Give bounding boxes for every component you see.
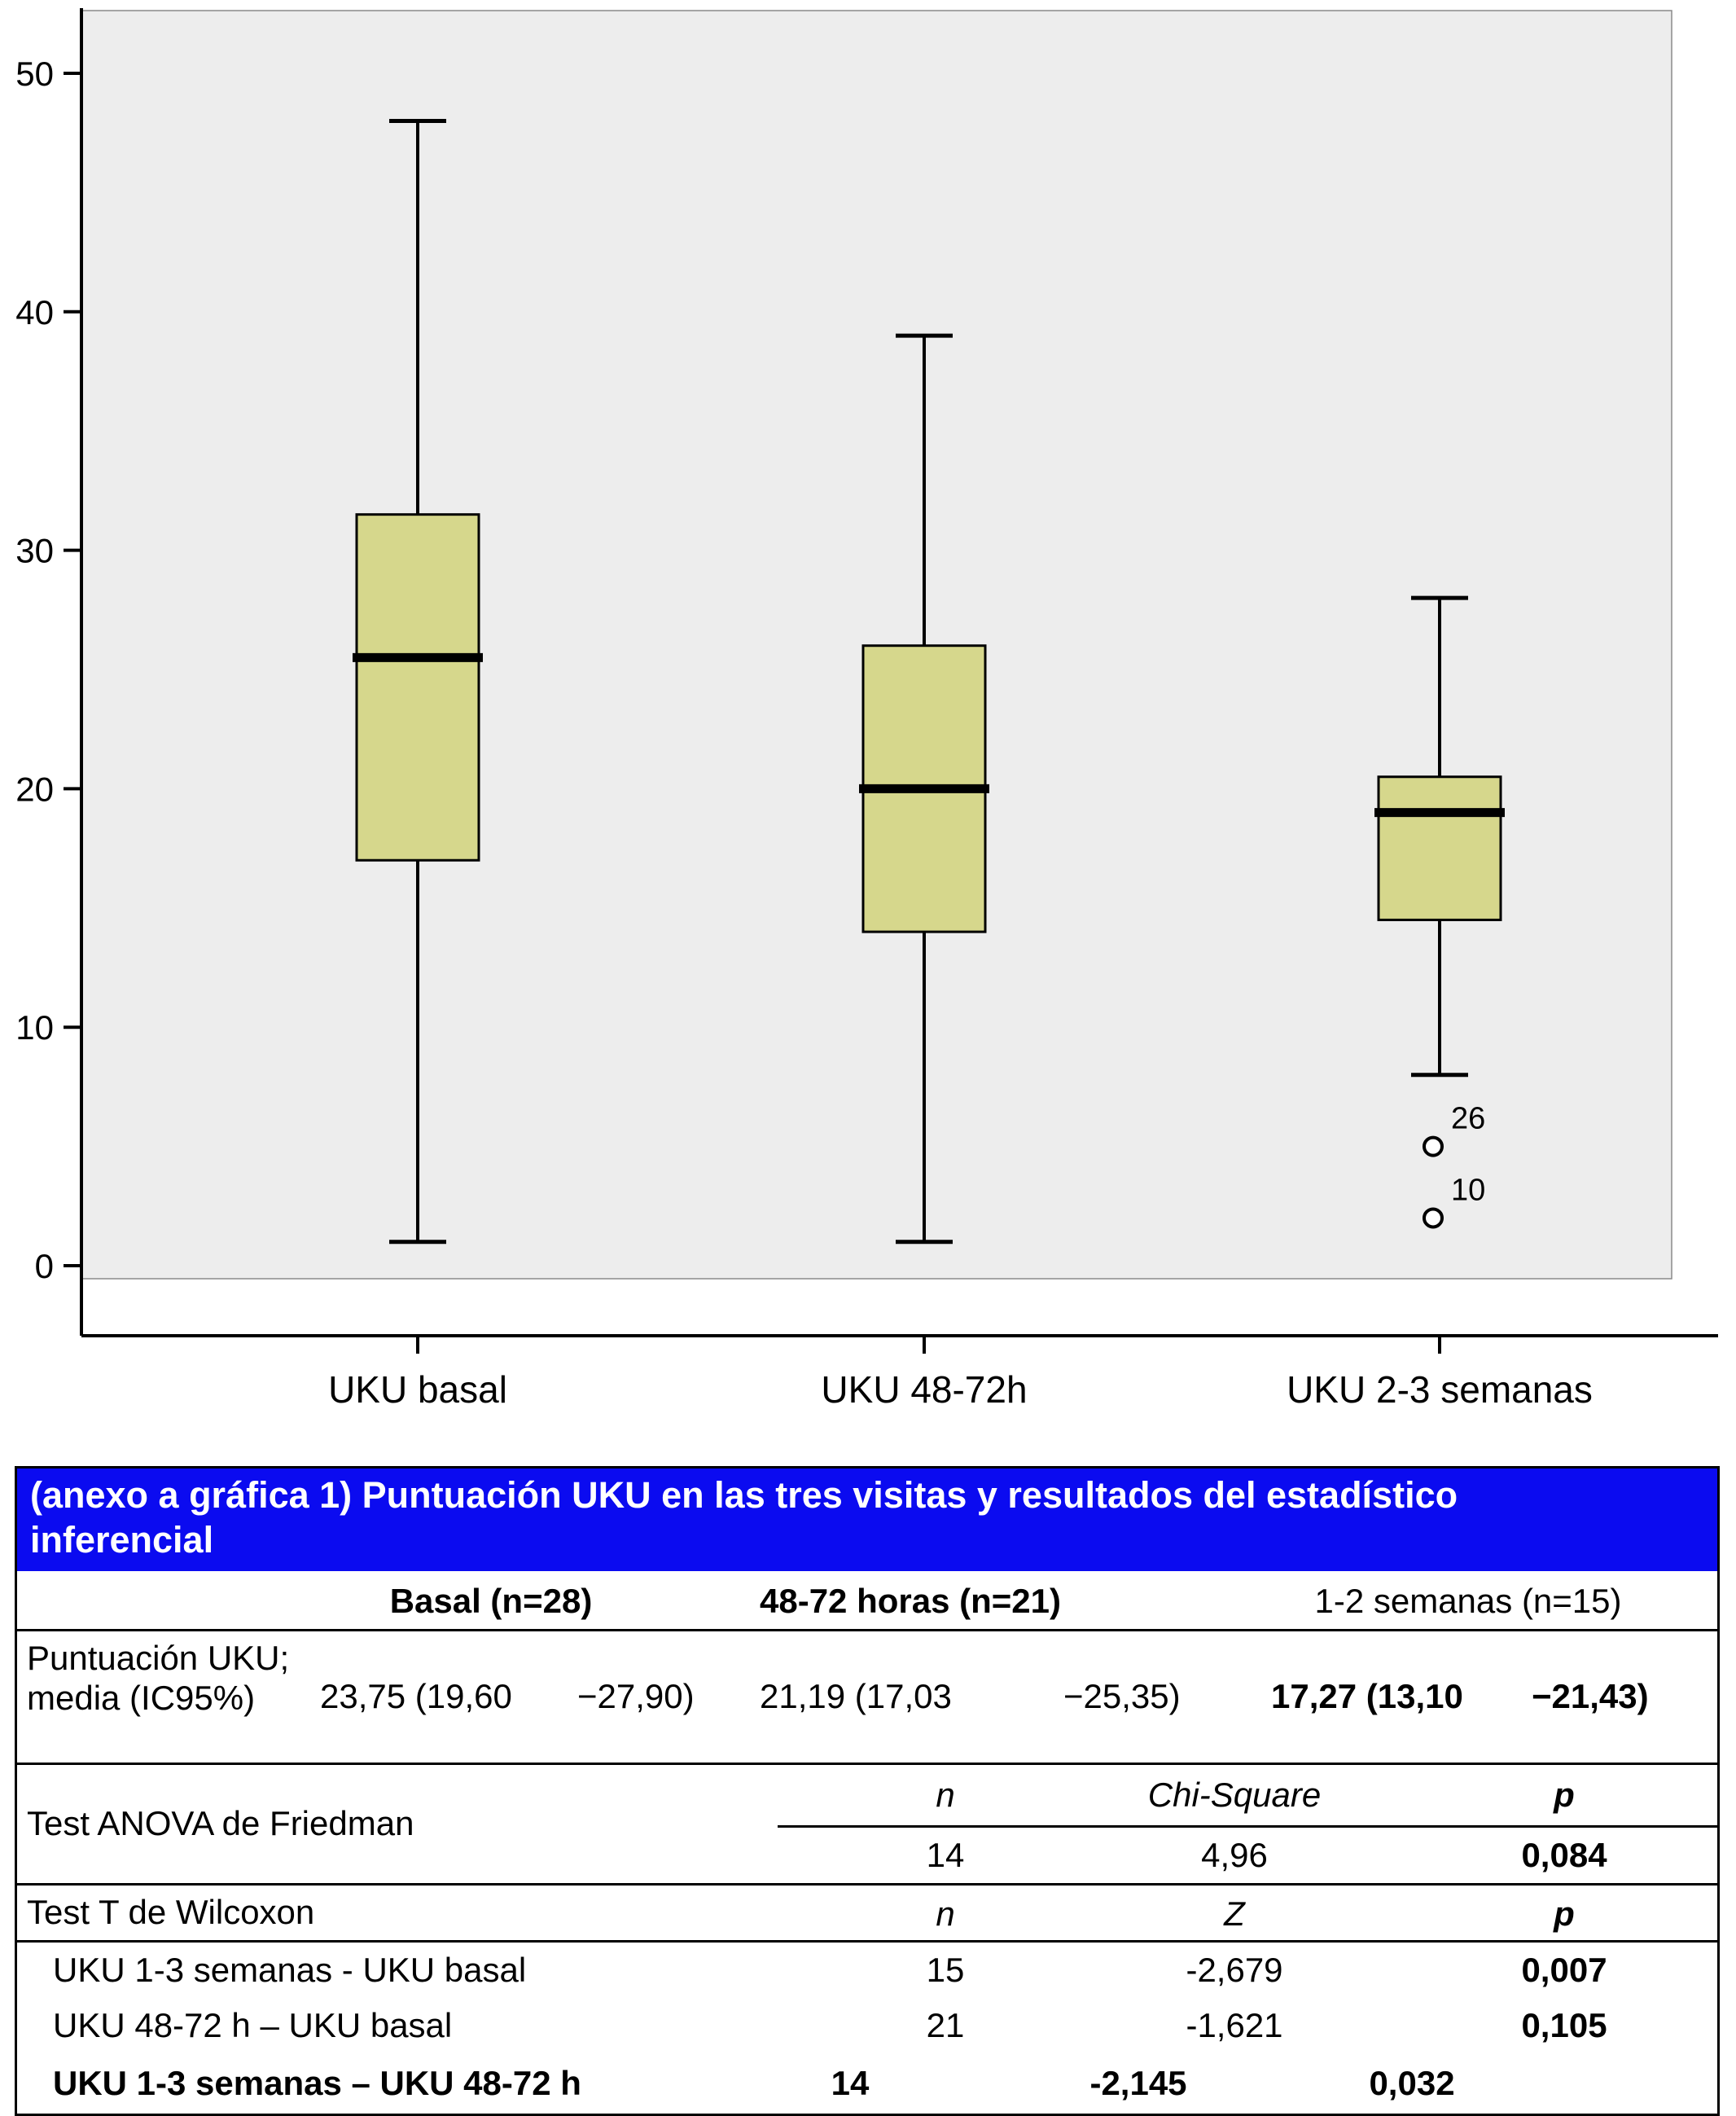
friedman-chi-value: 4,96 bbox=[1201, 1835, 1268, 1874]
media-4872-ci: −25,35) bbox=[1063, 1677, 1181, 1716]
comparison-label: UKU 1-3 semanas - UKU basal bbox=[53, 1950, 527, 1989]
y-tick-label: 10 bbox=[15, 1008, 54, 1047]
friedman-header-n: n bbox=[936, 1775, 955, 1814]
outlier-point bbox=[1423, 1207, 1444, 1229]
friedman-divider bbox=[778, 1824, 1717, 1828]
boxplot-box bbox=[1377, 775, 1502, 921]
media-12sem-value: 17,27 (13,10 bbox=[1271, 1677, 1463, 1716]
wilcoxon-row-3: UKU 1-3 semanas – UKU 48-72 h 14 -2,145 … bbox=[17, 2053, 1717, 2114]
wilcoxon-header-p: p bbox=[1554, 1894, 1575, 1933]
comparison-z: -1,621 bbox=[1186, 2005, 1283, 2044]
wilcoxon-label: Test T de Wilcoxon bbox=[27, 1893, 315, 1932]
comparison-label: UKU 1-3 semanas – UKU 48-72 h bbox=[53, 2063, 581, 2102]
wilcoxon-header-z: Z bbox=[1224, 1894, 1245, 1933]
boxplot-box bbox=[355, 513, 480, 862]
media-12sem-ci: −21,43) bbox=[1532, 1677, 1649, 1716]
media-row-label: Puntuación UKU; media (IC95%) bbox=[27, 1638, 290, 1718]
category-label: UKU basal bbox=[328, 1368, 507, 1411]
outlier-label: 26 bbox=[1451, 1102, 1485, 1136]
comparison-p: 0,007 bbox=[1521, 1950, 1607, 1989]
category-label: UKU 48-72h bbox=[821, 1368, 1027, 1411]
stats-table: (anexo a gráfica 1) Puntuación UKU en la… bbox=[15, 1466, 1720, 2116]
friedman-p-value: 0,084 bbox=[1521, 1835, 1607, 1874]
y-tick-label: 20 bbox=[15, 770, 54, 808]
wilcoxon-header-n: n bbox=[936, 1894, 955, 1933]
wilcoxon-header-row: Test T de Wilcoxon n Z p bbox=[17, 1886, 1717, 1943]
comparison-n: 21 bbox=[926, 2005, 965, 2044]
friedman-header-p: p bbox=[1554, 1775, 1575, 1814]
boxplot-svg: 0 10 20 30 40 50 26 10 UKU basal UKU 48-72h UKU 2-… bbox=[15, 8, 1718, 1411]
comparison-z: -2,679 bbox=[1186, 1950, 1283, 1989]
outlier-label: 10 bbox=[1451, 1173, 1485, 1207]
media-4872-value: 21,19 (17,03 bbox=[760, 1677, 952, 1716]
wilcoxon-row-2: UKU 48-72 h – UKU basal 21 -1,621 0,105 bbox=[17, 1998, 1717, 2053]
friedman-n-value: 14 bbox=[926, 1835, 965, 1874]
friedman-section: Test ANOVA de Friedman n Chi-Square p 14… bbox=[17, 1765, 1717, 1886]
col-header-basal: Basal (n=28) bbox=[389, 1581, 593, 1620]
col-header-1-2-semanas: 1-2 semanas (n=15) bbox=[1314, 1581, 1622, 1620]
boxplot-chart: 0 10 20 30 40 50 26 10 UKU basal UKU 48-72h UKU 2-… bbox=[15, 8, 1718, 1411]
y-tick-label: 40 bbox=[15, 293, 54, 331]
friedman-header-chi: Chi-Square bbox=[1147, 1775, 1322, 1814]
comparison-p: 0,032 bbox=[1369, 2063, 1455, 2102]
table-column-headers: Basal (n=28) 48-72 horas (n=21) 1-2 sema… bbox=[17, 1571, 1717, 1631]
comparison-n: 15 bbox=[926, 1950, 965, 1989]
media-basal-value: 23,75 (19,60 bbox=[320, 1677, 512, 1716]
table-title-bar: (anexo a gráfica 1) Puntuación UKU en la… bbox=[17, 1468, 1717, 1571]
y-tick-label: 50 bbox=[15, 55, 54, 93]
comparison-label: UKU 48-72 h – UKU basal bbox=[53, 2005, 453, 2044]
comparison-n: 14 bbox=[831, 2063, 870, 2102]
media-basal-ci: −27,90) bbox=[577, 1677, 695, 1716]
outlier-point bbox=[1423, 1135, 1444, 1157]
comparison-z: -2,145 bbox=[1089, 2063, 1187, 2102]
friedman-label: Test ANOVA de Friedman bbox=[27, 1804, 414, 1843]
y-tick-label: 0 bbox=[35, 1247, 54, 1285]
media-row: Puntuación UKU; media (IC95%) 23,75 (19,… bbox=[17, 1631, 1717, 1765]
category-label: UKU 2-3 semanas bbox=[1287, 1368, 1593, 1411]
col-header-48-72: 48-72 horas (n=21) bbox=[759, 1581, 1062, 1620]
y-tick-label: 30 bbox=[15, 532, 54, 570]
wilcoxon-row-1: UKU 1-3 semanas - UKU basal 15 -2,679 0,… bbox=[17, 1943, 1717, 1998]
table-title: (anexo a gráfica 1) Puntuación UKU en la… bbox=[30, 1474, 1458, 1561]
comparison-p: 0,105 bbox=[1521, 2005, 1607, 2044]
